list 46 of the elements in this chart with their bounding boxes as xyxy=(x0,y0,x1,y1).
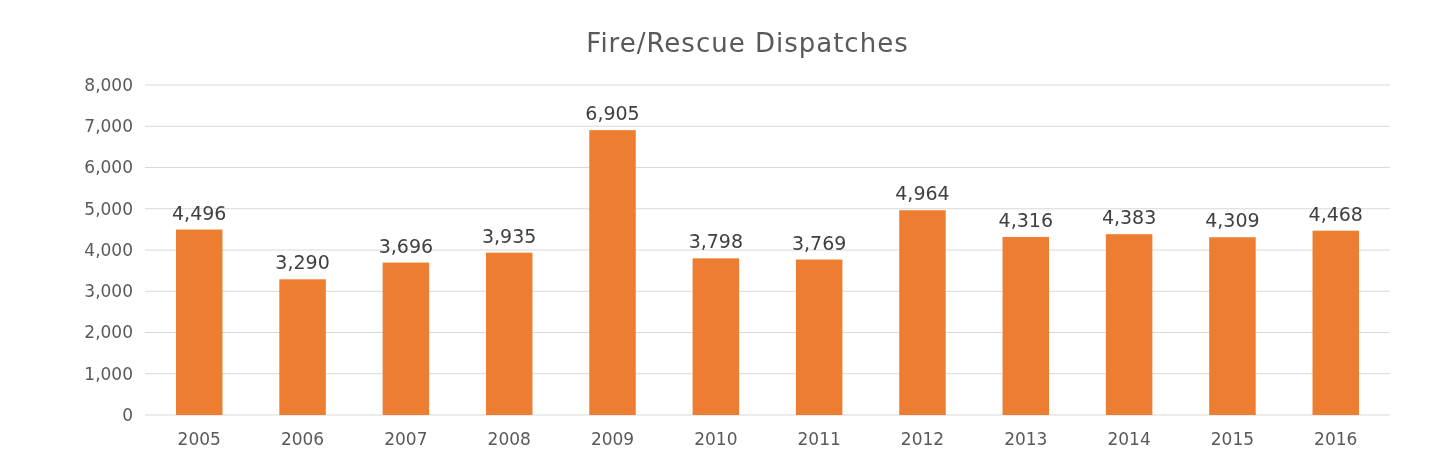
data-label: 4,383 xyxy=(1101,206,1157,229)
data-label: 3,696 xyxy=(378,234,434,257)
bar xyxy=(1209,237,1256,415)
x-tick-label: 2016 xyxy=(1314,429,1358,449)
data-label: 4,496 xyxy=(172,201,227,224)
y-tick-label: 5,000 xyxy=(84,198,133,219)
data-label: 3,769 xyxy=(791,231,847,254)
bar xyxy=(1312,230,1359,415)
data-label: 3,290 xyxy=(275,251,330,274)
y-tick-label: 0 xyxy=(122,404,133,425)
y-tick-label: 7,000 xyxy=(84,116,133,137)
x-tick-label: 2013 xyxy=(1004,429,1048,449)
y-tick-label: 3,000 xyxy=(84,281,133,302)
y-tick-label: 2,000 xyxy=(84,322,133,343)
data-label: 3,798 xyxy=(688,230,744,253)
bar xyxy=(589,130,636,415)
bar xyxy=(1002,236,1050,415)
chart-title: Fire/Rescue Dispatches xyxy=(586,28,909,58)
y-tick-label: 1,000 xyxy=(84,363,133,384)
x-tick-label: 2008 xyxy=(487,429,531,449)
x-tick-label: 2010 xyxy=(694,429,738,449)
y-tick-label: 8,000 xyxy=(84,74,133,95)
bar xyxy=(382,262,430,415)
data-label: 4,316 xyxy=(998,208,1053,231)
x-tick-label: 2006 xyxy=(280,429,325,449)
bar xyxy=(176,229,223,415)
y-tick-label: 4,000 xyxy=(84,239,133,260)
x-tick-label: 2005 xyxy=(177,429,221,449)
x-tick-label: 2007 xyxy=(384,429,428,449)
data-label: 4,964 xyxy=(895,182,950,205)
bar xyxy=(692,258,740,415)
bar xyxy=(279,279,326,415)
data-label: 6,905 xyxy=(585,102,640,125)
bar xyxy=(485,252,533,415)
x-tick-label: 2012 xyxy=(900,429,945,449)
bar xyxy=(1105,234,1153,415)
x-tick-label: 2014 xyxy=(1107,429,1151,449)
x-tick-label: 2015 xyxy=(1210,429,1255,449)
x-tick-label: 2011 xyxy=(797,429,841,449)
data-label: 4,309 xyxy=(1205,209,1260,232)
data-label: 4,468 xyxy=(1308,202,1363,225)
x-tick-label: 2009 xyxy=(590,429,635,449)
bar xyxy=(795,259,843,415)
bar xyxy=(899,210,946,415)
y-tick-label: 6,000 xyxy=(84,157,133,178)
data-label: 3,935 xyxy=(482,224,537,247)
